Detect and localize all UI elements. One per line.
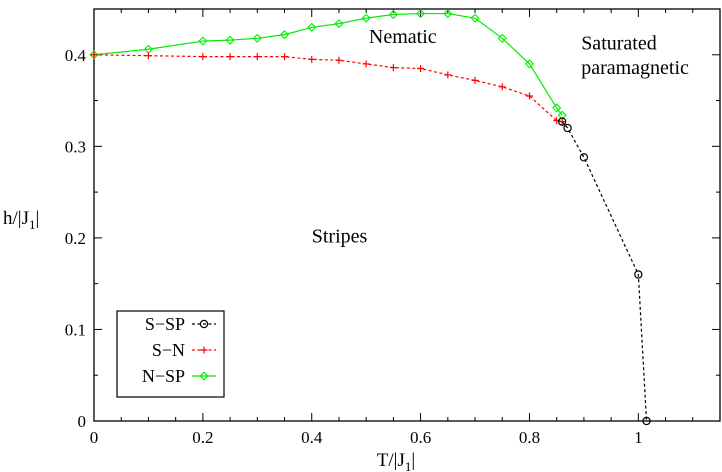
data-point	[308, 55, 316, 63]
x-axis-label: T/|J1|	[377, 450, 415, 472]
region-label: Stripes	[312, 225, 368, 247]
data-point	[557, 117, 567, 126]
y-tick-label: 0.4	[65, 46, 87, 65]
data-point	[497, 33, 507, 43]
data-point	[563, 123, 572, 133]
legend-label-s-n: S−N	[152, 340, 185, 360]
y-tick-label: 0.3	[65, 137, 86, 156]
data-point	[361, 13, 371, 23]
x-tick-label: 0.6	[410, 428, 431, 447]
data-point	[443, 8, 453, 19]
legend-marker	[199, 371, 209, 381]
data-point	[444, 71, 452, 79]
data-point	[417, 65, 425, 73]
series-2	[89, 8, 567, 120]
data-point	[471, 76, 479, 84]
legend-label-n-sp: N−SP	[142, 366, 185, 386]
data-point	[634, 270, 643, 279]
data-point	[524, 59, 535, 69]
x-tick-label: 0.8	[519, 428, 540, 447]
plot-frame	[93, 8, 721, 422]
region-label: Saturated	[581, 32, 657, 54]
y-tick-label: 0.2	[65, 229, 86, 248]
legend-label-s-sp: S−SP	[145, 314, 185, 334]
data-point	[362, 60, 370, 68]
series-1	[90, 51, 566, 126]
region-label: paramagnetic	[581, 57, 689, 79]
data-point	[253, 53, 261, 61]
legend-samples	[192, 319, 216, 381]
x-tick-label: 0	[90, 428, 99, 447]
data-point	[198, 36, 208, 46]
y-axis-label: h/|J1|	[3, 208, 39, 232]
legend-marker	[199, 319, 209, 329]
data-point	[226, 53, 234, 61]
data-point	[89, 50, 99, 60]
data-point	[281, 53, 289, 61]
data-point	[279, 30, 290, 40]
region-labels: Nematic Saturated paramagnetic Stripes	[312, 26, 689, 248]
series-layer	[89, 8, 651, 426]
y-tick-label: 0.1	[65, 320, 86, 339]
data-point	[642, 416, 651, 426]
legend-box	[116, 310, 225, 398]
data-point	[389, 64, 397, 72]
data-point	[525, 92, 533, 100]
x-tick-label: 0.4	[301, 428, 323, 447]
series-0	[557, 117, 651, 426]
y-tick-label: 0	[78, 412, 87, 431]
data-point	[552, 103, 562, 113]
data-point	[90, 51, 98, 59]
series-line	[561, 121, 648, 422]
data-point	[144, 52, 152, 60]
data-point	[388, 9, 398, 20]
data-point	[307, 22, 317, 32]
series-line	[93, 12, 563, 116]
x-tick-label: 1	[634, 428, 643, 447]
legend-marker	[200, 346, 208, 354]
data-point	[470, 13, 480, 23]
data-point	[334, 19, 344, 29]
data-point	[225, 35, 235, 45]
data-point	[579, 153, 589, 162]
data-point	[416, 8, 426, 19]
data-point	[252, 33, 262, 43]
series-line	[93, 54, 563, 123]
data-point	[335, 56, 343, 64]
region-label: Nematic	[369, 26, 437, 48]
legend: S−SP S−N N−SP	[116, 310, 225, 398]
data-point	[498, 83, 506, 91]
x-tick-label: 0.2	[192, 428, 213, 447]
data-point	[199, 53, 207, 61]
